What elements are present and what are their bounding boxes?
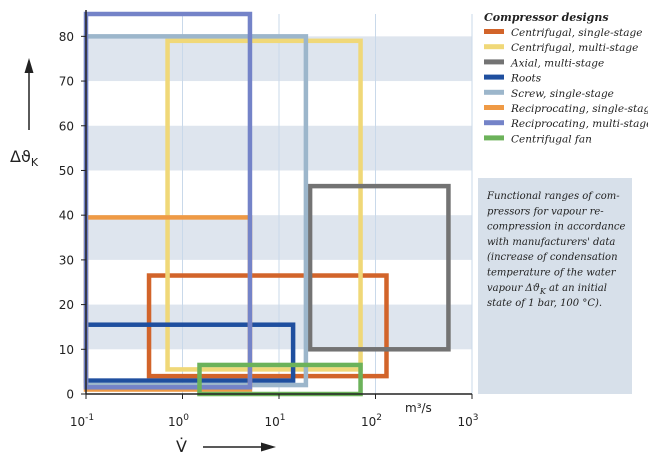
legend-swatch	[484, 29, 504, 34]
note-line: Functional ranges of com-	[486, 191, 620, 202]
legend-swatch	[484, 105, 504, 110]
legend-entry: Reciprocating, multi-stage	[510, 118, 648, 130]
note-line: pressors for vapour re-	[487, 206, 604, 217]
y-tick-labels: 0 10 20 30 40 50 60 70 80	[59, 30, 86, 402]
legend-title: Compressor designs	[484, 11, 609, 24]
legend: Compressor designs Centrifugal, single-s…	[478, 8, 648, 154]
y-tick-label: 40	[59, 209, 74, 223]
legend-entry: Centrifugal fan	[511, 133, 592, 145]
y-tick-label: 60	[59, 119, 74, 133]
y-tick-label: 80	[59, 30, 74, 44]
legend-swatch	[484, 59, 504, 65]
legend-entry: Reciprocating, single-stage	[510, 103, 648, 115]
y-axis-symbol: ΔϑK	[10, 147, 39, 169]
note-line: state of 1 bar, 100 °C).	[487, 298, 602, 309]
legend-swatch	[484, 120, 504, 126]
note-line: with manufacturers' data	[487, 237, 615, 248]
x-tick-labels: 10-1 100 101 102 103	[70, 394, 479, 429]
legend-entry: Screw, single-stage	[511, 88, 614, 100]
note-box: Functional ranges of com-pressors for va…	[478, 178, 632, 394]
x-axis-title: V̇	[176, 437, 276, 456]
x-tick-label: 103	[457, 413, 478, 429]
legend-entry: Axial, multi-stage	[510, 57, 604, 69]
note-line: (increase of condensation	[487, 252, 618, 263]
x-tick-label: 10-1	[70, 413, 94, 429]
x-axis-symbol: V̇	[176, 437, 187, 456]
legend-swatch	[484, 44, 504, 50]
x-tick-label: 100	[168, 413, 189, 429]
y-tick-label: 0	[66, 388, 74, 402]
note-line: vapour ΔϑK at an initial	[487, 283, 607, 296]
y-tick-label: 20	[59, 298, 74, 312]
y-tick-label: 70	[59, 75, 74, 89]
x-tick-label: 102	[361, 413, 382, 429]
legend-entry: Roots	[510, 73, 542, 85]
y-tick-label: 50	[59, 164, 74, 178]
legend-swatch	[484, 74, 504, 80]
y-axis-title: ΔϑK	[10, 58, 39, 169]
range-rect	[165, 38, 363, 372]
y-tick-label: 30	[59, 253, 74, 267]
legend-entry: Centrifugal, multi-stage	[511, 42, 638, 54]
note-line: temperature of the water	[487, 268, 617, 279]
y-tick-label: 10	[59, 343, 74, 357]
range-rect	[307, 183, 451, 352]
vertical-gridlines	[182, 14, 473, 394]
x-axis-unit: m³/s	[405, 401, 432, 415]
legend-swatch	[484, 135, 504, 141]
x-tick-label: 101	[264, 413, 285, 429]
legend-entry: Centrifugal, single-stage	[511, 27, 642, 39]
note-line: compression in accordance	[487, 222, 625, 233]
legend-swatch	[484, 89, 504, 95]
